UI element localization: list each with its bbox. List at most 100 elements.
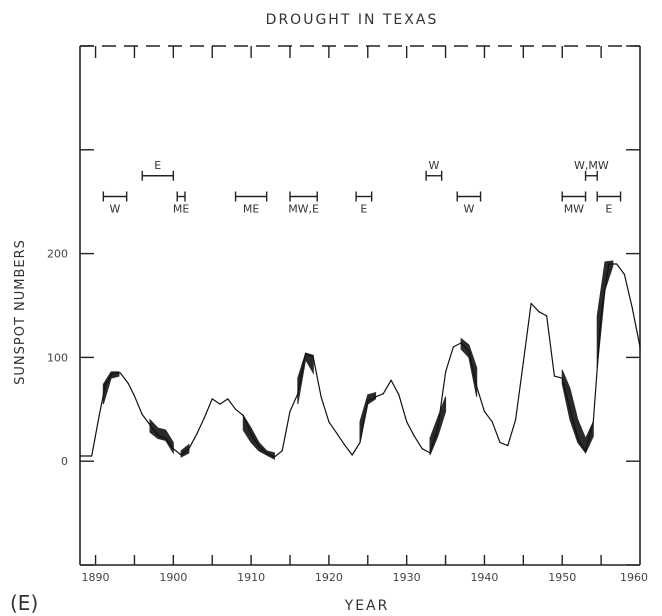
sunspot-point <box>584 450 587 452</box>
y-tick-label: 0 <box>61 455 68 468</box>
y-tick-label: 100 <box>47 351 68 364</box>
x-tick-label: 1890 <box>82 571 110 584</box>
sunspot-point <box>203 417 206 419</box>
drought-band <box>102 371 120 405</box>
sunspot-point <box>211 398 213 400</box>
sunspot-point <box>242 414 244 417</box>
sunspot-point <box>592 421 594 423</box>
x-tick-label: 1920 <box>315 571 343 584</box>
sunspot-point <box>452 346 454 348</box>
sunspot-point <box>164 437 167 439</box>
sunspot-point <box>374 396 377 398</box>
sunspot-point <box>569 408 571 410</box>
sunspot-point <box>297 393 299 395</box>
plot-frame <box>79 45 641 566</box>
sunspot-point <box>105 382 107 384</box>
x-tick-label: 1940 <box>470 571 498 584</box>
drought-band <box>561 369 594 454</box>
sunspot-series <box>79 263 641 458</box>
sunspot-point <box>507 445 509 447</box>
sunspot-point <box>553 375 556 377</box>
sunspot-point <box>359 441 361 444</box>
drought-label: MW <box>564 203 584 216</box>
sunspot-point <box>398 394 400 396</box>
sunspot-point <box>343 443 346 446</box>
sunspot-point <box>250 433 252 435</box>
drought-label: W,MW <box>574 159 609 172</box>
sunspot-point <box>119 372 122 374</box>
chart-title: DROUGHT IN TEXAS <box>266 12 439 28</box>
x-axis-label: YEAR <box>344 598 390 614</box>
sunspot-point <box>196 433 198 435</box>
sunspot-point <box>133 395 136 397</box>
x-tick-label: 1950 <box>548 571 576 584</box>
y-axis-ticks: 0 100 200 <box>47 45 640 566</box>
panel-label: (E) <box>10 591 38 615</box>
sunspot-point <box>79 455 81 457</box>
sunspot-point <box>281 450 283 452</box>
sunspot-point <box>149 424 151 426</box>
sunspot-point <box>437 427 439 429</box>
sunspot-point <box>336 432 338 434</box>
sunspot-point <box>304 352 307 354</box>
sunspot-point <box>577 437 579 439</box>
y-tick-label: 200 <box>47 248 68 261</box>
sunspot-point <box>172 448 174 450</box>
sunspot-point <box>157 434 159 436</box>
sunspot-point <box>600 315 602 317</box>
sunspot-point <box>444 371 447 373</box>
drought-periods: W E ME ME MW,E E W W MW W,MW E <box>102 159 622 216</box>
sunspot-point <box>273 456 276 458</box>
sunspot-point <box>141 413 143 416</box>
sunspot-point <box>91 455 93 457</box>
drought-label: E <box>605 203 612 216</box>
sunspot-point <box>351 454 353 456</box>
sunspot-point <box>522 361 524 364</box>
drought-label: W <box>428 159 439 172</box>
drought-bands <box>102 260 614 460</box>
drought-label: MW,E <box>288 203 319 216</box>
drought-label: W <box>463 203 474 216</box>
sunspot-point <box>546 315 548 317</box>
drought-band <box>180 443 190 458</box>
sunspot-point <box>234 408 237 410</box>
sunspot-point <box>616 263 618 265</box>
sunspot-point <box>631 306 633 309</box>
sunspot-point <box>328 421 330 423</box>
drought-band <box>242 413 275 460</box>
sunspot-point <box>98 413 101 416</box>
sunspot-point <box>623 273 626 275</box>
sunspot-point <box>112 372 114 374</box>
drought-label: ME <box>173 203 189 216</box>
sunspot-point <box>476 385 478 388</box>
sunspot-point <box>180 454 182 456</box>
sunspot-point <box>429 452 431 454</box>
sunspot-point <box>382 393 384 395</box>
drought-band <box>460 337 478 397</box>
sunspot-point <box>266 452 268 454</box>
x-tick-label: 1960 <box>620 571 648 584</box>
sunspot-point <box>227 398 229 400</box>
sunspot-point <box>320 396 322 398</box>
sunspot-point <box>258 446 260 448</box>
sunspot-point <box>639 346 641 348</box>
sunspot-point <box>608 263 610 265</box>
sunspot-point <box>289 410 291 412</box>
x-axis-ticks: 1890 1900 1910 1920 1930 1940 1950 1960 <box>82 46 648 584</box>
sunspot-point <box>127 382 129 384</box>
sunspot-point <box>421 448 423 450</box>
y-axis-label: SUNSPOT NUMBERS <box>13 239 28 385</box>
sunspot-point <box>499 441 501 444</box>
drought-label: ME <box>243 203 259 216</box>
drought-band <box>596 260 614 368</box>
sunspot-point <box>312 356 314 358</box>
sunspot-point <box>468 350 470 352</box>
x-tick-label: 1930 <box>393 571 421 584</box>
sunspot-point <box>483 410 486 412</box>
sunspot-point <box>538 311 540 313</box>
x-tick-label: 1900 <box>159 571 187 584</box>
sunspot-point <box>413 435 416 437</box>
drought-label: W <box>110 203 121 216</box>
drought-band <box>359 392 377 443</box>
